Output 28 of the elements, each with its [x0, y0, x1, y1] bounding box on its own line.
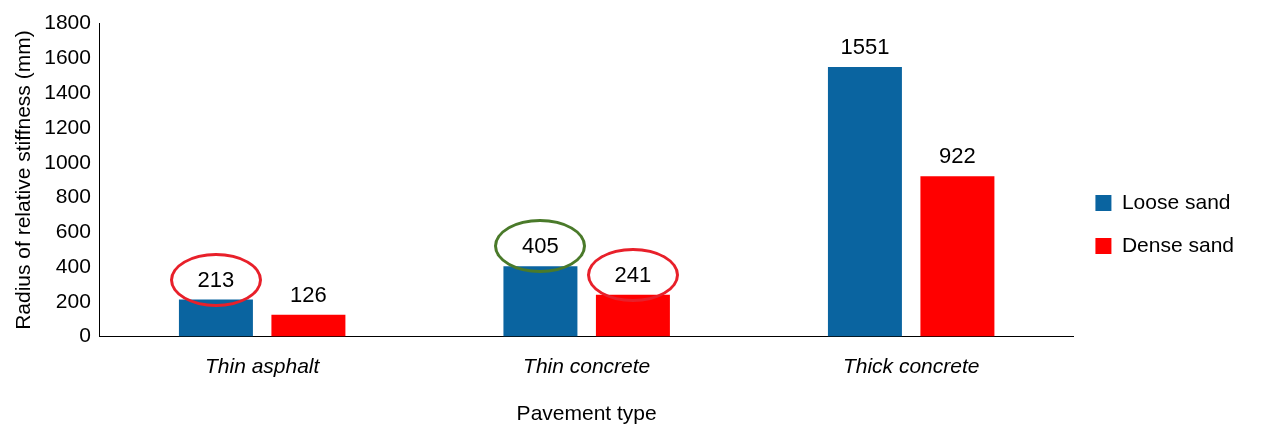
y-tick-label: 1000 — [44, 149, 91, 173]
legend-label: Loose sand — [1121, 189, 1231, 213]
bar — [827, 66, 902, 337]
data-label: 405 — [522, 233, 559, 259]
y-axis-title: Radius of relative stiffness (mm) — [11, 30, 35, 330]
legend-label: Dense sand — [1121, 232, 1234, 256]
bar — [920, 176, 995, 337]
x-tick-label: Thick concrete — [842, 354, 980, 378]
y-tick-label: 600 — [55, 219, 91, 243]
data-label: 241 — [614, 261, 652, 287]
data-label: 922 — [939, 143, 976, 169]
x-tick-label: Thin asphalt — [204, 354, 321, 378]
data-label: 126 — [290, 281, 327, 307]
y-tick-label: 200 — [55, 288, 91, 312]
x-tick-label: Thin concrete — [523, 354, 651, 378]
y-tick-label: 1200 — [44, 114, 91, 138]
y-tick-label: 0 — [79, 323, 91, 347]
y-tick-label: 400 — [55, 253, 91, 277]
bar — [595, 294, 670, 337]
data-label: 213 — [197, 266, 235, 292]
y-tick-label: 800 — [55, 184, 91, 208]
data-label: 1551 — [840, 33, 890, 59]
y-tick-label: 1800 — [44, 10, 91, 34]
y-tick-label: 1600 — [44, 45, 91, 69]
bar — [503, 266, 578, 337]
bar — [271, 314, 346, 337]
y-tick-label: 1400 — [44, 79, 91, 103]
x-axis-title: Pavement type — [516, 401, 657, 425]
